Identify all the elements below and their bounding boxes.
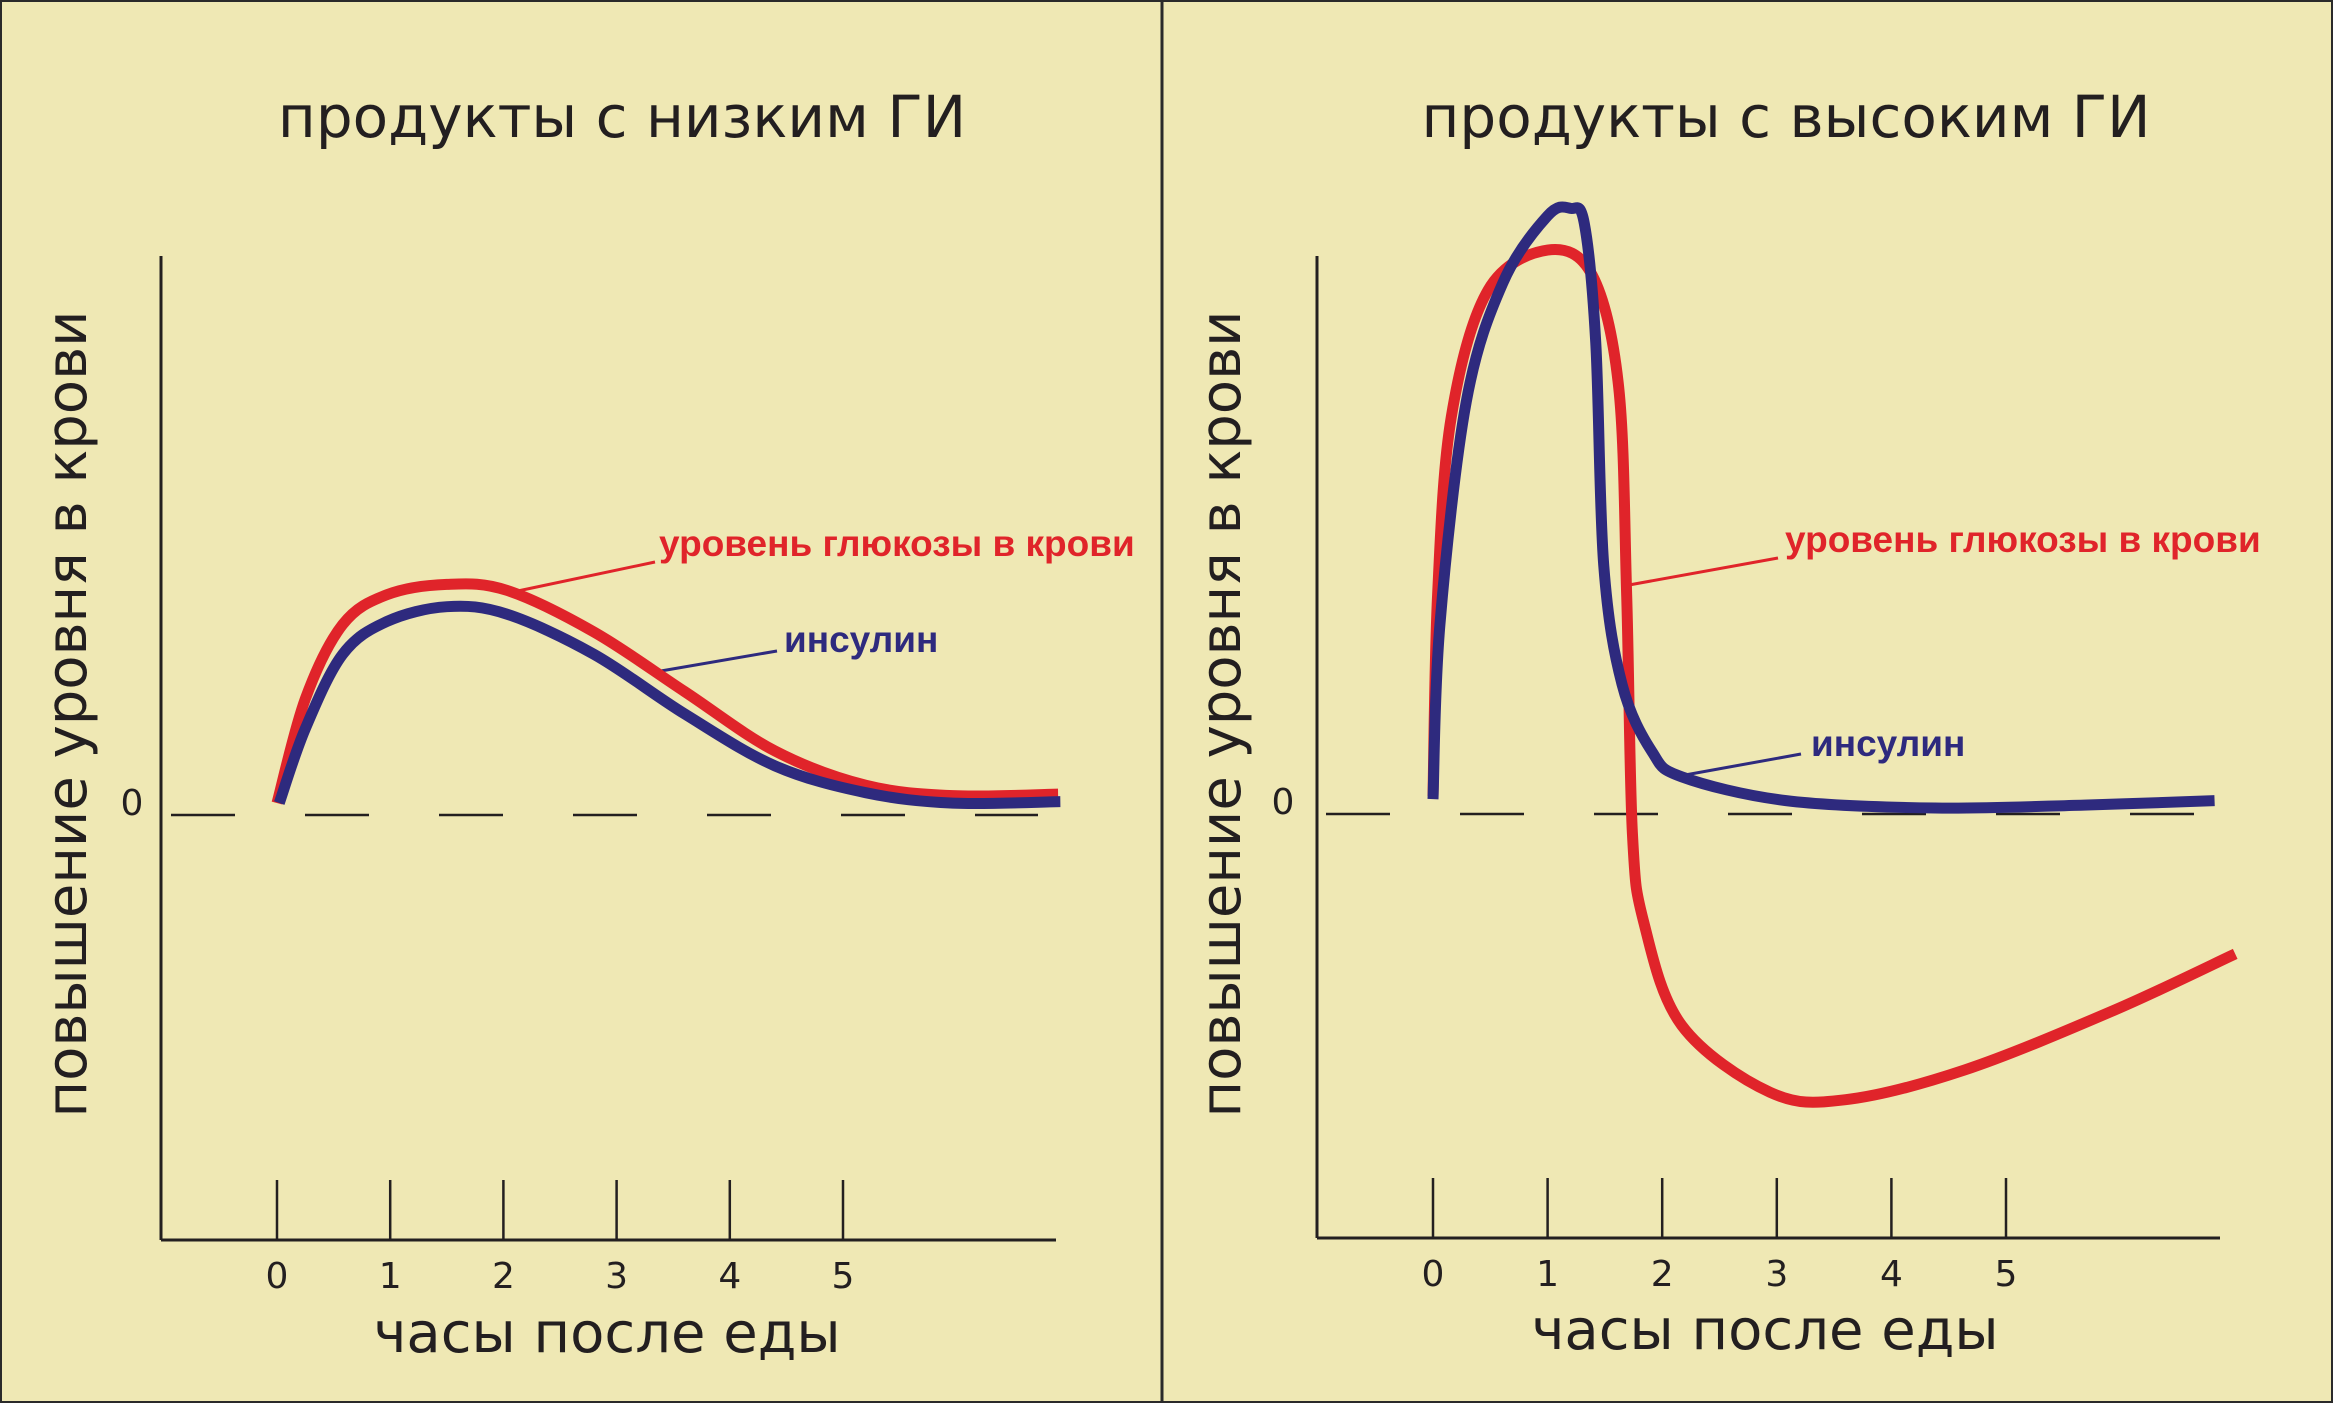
right-glucose-curve [1427,243,2238,1108]
right-x-tick-label-4: 4 [1880,1254,1903,1295]
left-x-tick-label-3: 3 [605,1256,628,1297]
left-x-axis-label: часы после еды [373,1301,840,1366]
left-glucose-leader [512,560,656,594]
left-x-tick-label-4: 4 [718,1256,741,1297]
right-x-tick-label-3: 3 [1765,1254,1788,1295]
right-insulin-leader [1673,752,1802,779]
left-glucose-label: уровень глюкозы в крови [659,523,1135,564]
right-x-axis-label: часы после еды [1531,1298,1998,1363]
left-glucose-curve [271,578,1059,805]
right-x-tick-label-2: 2 [1651,1254,1674,1295]
right-insulin-label: инсулин [1811,723,1965,764]
right-x-tick-label-1: 1 [1536,1254,1559,1295]
right-x-tick-label-5: 5 [1995,1254,2018,1295]
left-x-tick-label-1: 1 [379,1256,402,1297]
right-y-tick-label-0: 0 [1272,782,1295,823]
left-insulin-leader [654,649,778,674]
left-chart-title: продукты с низким ГИ [278,83,966,151]
right-glucose-label: уровень глюкозы в крови [1785,519,2261,560]
left-y-axis-label: повышение уровня в крови [35,311,100,1118]
left-insulin-curve [274,600,1061,810]
left-insulin-label: инсулин [784,619,938,660]
left-x-tick-label-2: 2 [492,1256,515,1297]
right-x-tick-label-0: 0 [1422,1254,1445,1295]
right-y-axis-label: повышение уровня в крови [1189,311,1254,1118]
right-glucose-leader [1628,556,1779,587]
right-chart-title: продукты с высоким ГИ [1421,83,2150,151]
left-y-tick-label-0: 0 [121,783,144,824]
right-insulin-curve [1427,201,2215,814]
left-x-tick-label-0: 0 [266,1256,289,1297]
left-x-tick-label-5: 5 [832,1256,855,1297]
